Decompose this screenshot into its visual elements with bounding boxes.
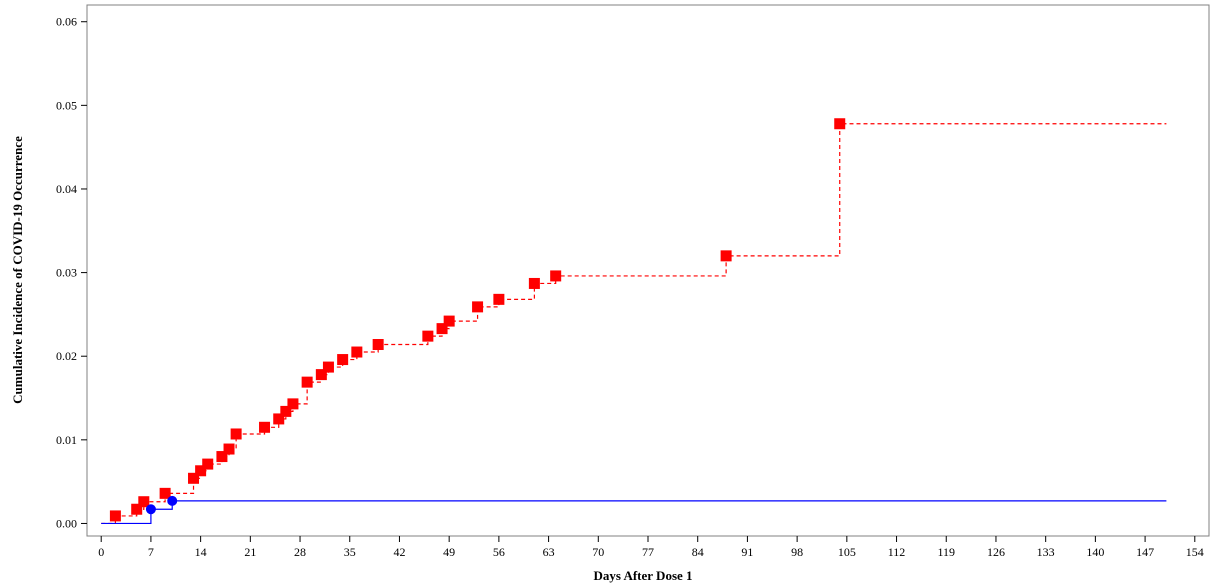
series-0-marker: [322, 361, 334, 373]
series-0-marker: [550, 270, 562, 282]
series-0-marker: [337, 354, 349, 366]
y-tick-label: 0.01: [56, 433, 77, 447]
x-tick-label: 133: [1037, 545, 1055, 559]
x-tick-label: 56: [493, 545, 505, 559]
x-tick-label: 147: [1136, 545, 1154, 559]
x-tick-label: 140: [1086, 545, 1104, 559]
series-0-marker: [422, 330, 434, 342]
x-tick-label: 126: [987, 545, 1005, 559]
x-tick-label: 49: [443, 545, 455, 559]
x-tick-label: 84: [692, 545, 704, 559]
series-0-marker: [202, 458, 214, 470]
x-tick-label: 28: [294, 545, 306, 559]
series-0-marker: [436, 323, 448, 335]
x-axis-label: Days After Dose 1: [593, 568, 692, 583]
y-tick-label: 0.04: [56, 182, 77, 196]
series-0-marker: [301, 376, 313, 388]
x-tick-label: 35: [344, 545, 356, 559]
x-tick-label: 70: [592, 545, 604, 559]
series-0-marker: [280, 405, 292, 417]
series-0-marker: [372, 339, 384, 351]
x-tick-label: 0: [98, 545, 104, 559]
x-tick-label: 119: [937, 545, 955, 559]
y-tick-label: 0.00: [56, 516, 77, 530]
series-0-marker: [287, 398, 299, 410]
y-tick-label: 0.03: [56, 266, 77, 280]
y-tick-label: 0.06: [56, 15, 77, 29]
y-tick-label: 0.02: [56, 349, 77, 363]
series-0-marker: [216, 451, 228, 463]
x-axis: 0 7 14 21 28 35 42 49 56 63 70 77 84 91 98 105 112 119 126…: [98, 536, 1204, 559]
series-1-marker: [167, 495, 178, 506]
series-0-marker: [109, 510, 121, 522]
plot-frame: [86, 4, 1210, 537]
series-0-marker: [443, 315, 455, 327]
series-0-marker: [834, 118, 846, 130]
x-tick-label: 21: [244, 545, 256, 559]
series-0-marker: [138, 496, 150, 508]
x-tick-label: 98: [791, 545, 803, 559]
series-1-line: [101, 500, 1167, 525]
x-tick-label: 7: [148, 545, 154, 559]
series-0-marker: [273, 413, 285, 425]
series-0-marker: [720, 250, 732, 262]
series-1-marker: [145, 504, 156, 515]
x-tick-label: 77: [642, 545, 654, 559]
x-tick-label: 63: [543, 545, 555, 559]
y-axis: 0.00 0.01 0.02 0.03 0.04 0.05 0.06: [56, 15, 87, 530]
series-0-line: [101, 123, 1167, 525]
y-axis-label: Cumulative Incidence of COVID-19 Occurre…: [10, 136, 25, 404]
x-tick-label: 91: [741, 545, 753, 559]
y-tick-label: 0.05: [56, 98, 77, 112]
series-0-marker: [131, 503, 143, 515]
series-0-marker: [230, 428, 242, 440]
series-0-marker: [223, 443, 235, 455]
x-tick-label: 42: [393, 545, 405, 559]
x-tick-label: 154: [1186, 545, 1204, 559]
series-0-marker: [159, 487, 171, 499]
series-0-marker: [259, 421, 271, 433]
series-0-marker: [472, 301, 484, 313]
x-tick-label: 105: [838, 545, 856, 559]
x-tick-label: 112: [888, 545, 906, 559]
series-0-marker: [315, 369, 327, 381]
x-tick-label: 14: [195, 545, 207, 559]
series-layer: [101, 118, 1167, 525]
series-0-marker: [188, 472, 200, 484]
series-0-marker: [195, 465, 207, 477]
series-0-marker: [528, 277, 540, 289]
series-0-marker: [493, 293, 505, 305]
series-0-marker: [351, 346, 363, 358]
